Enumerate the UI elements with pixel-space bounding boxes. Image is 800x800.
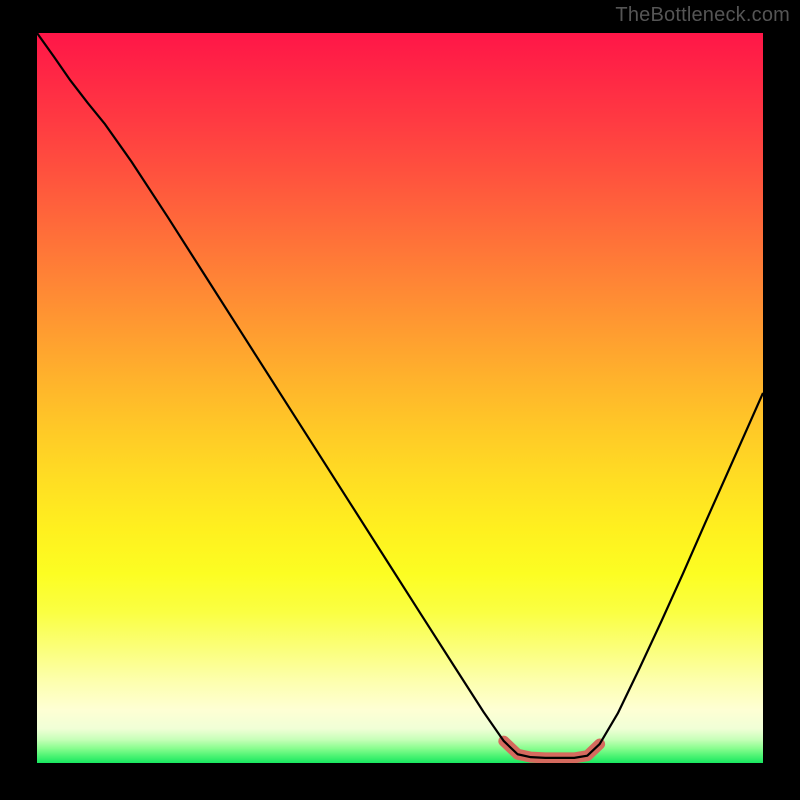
bottleneck-curve: [37, 33, 763, 758]
chart-container: TheBottleneck.com: [0, 0, 800, 800]
plot-area: [37, 33, 763, 763]
watermark-text: TheBottleneck.com: [615, 4, 790, 27]
curve-layer: [37, 33, 763, 763]
